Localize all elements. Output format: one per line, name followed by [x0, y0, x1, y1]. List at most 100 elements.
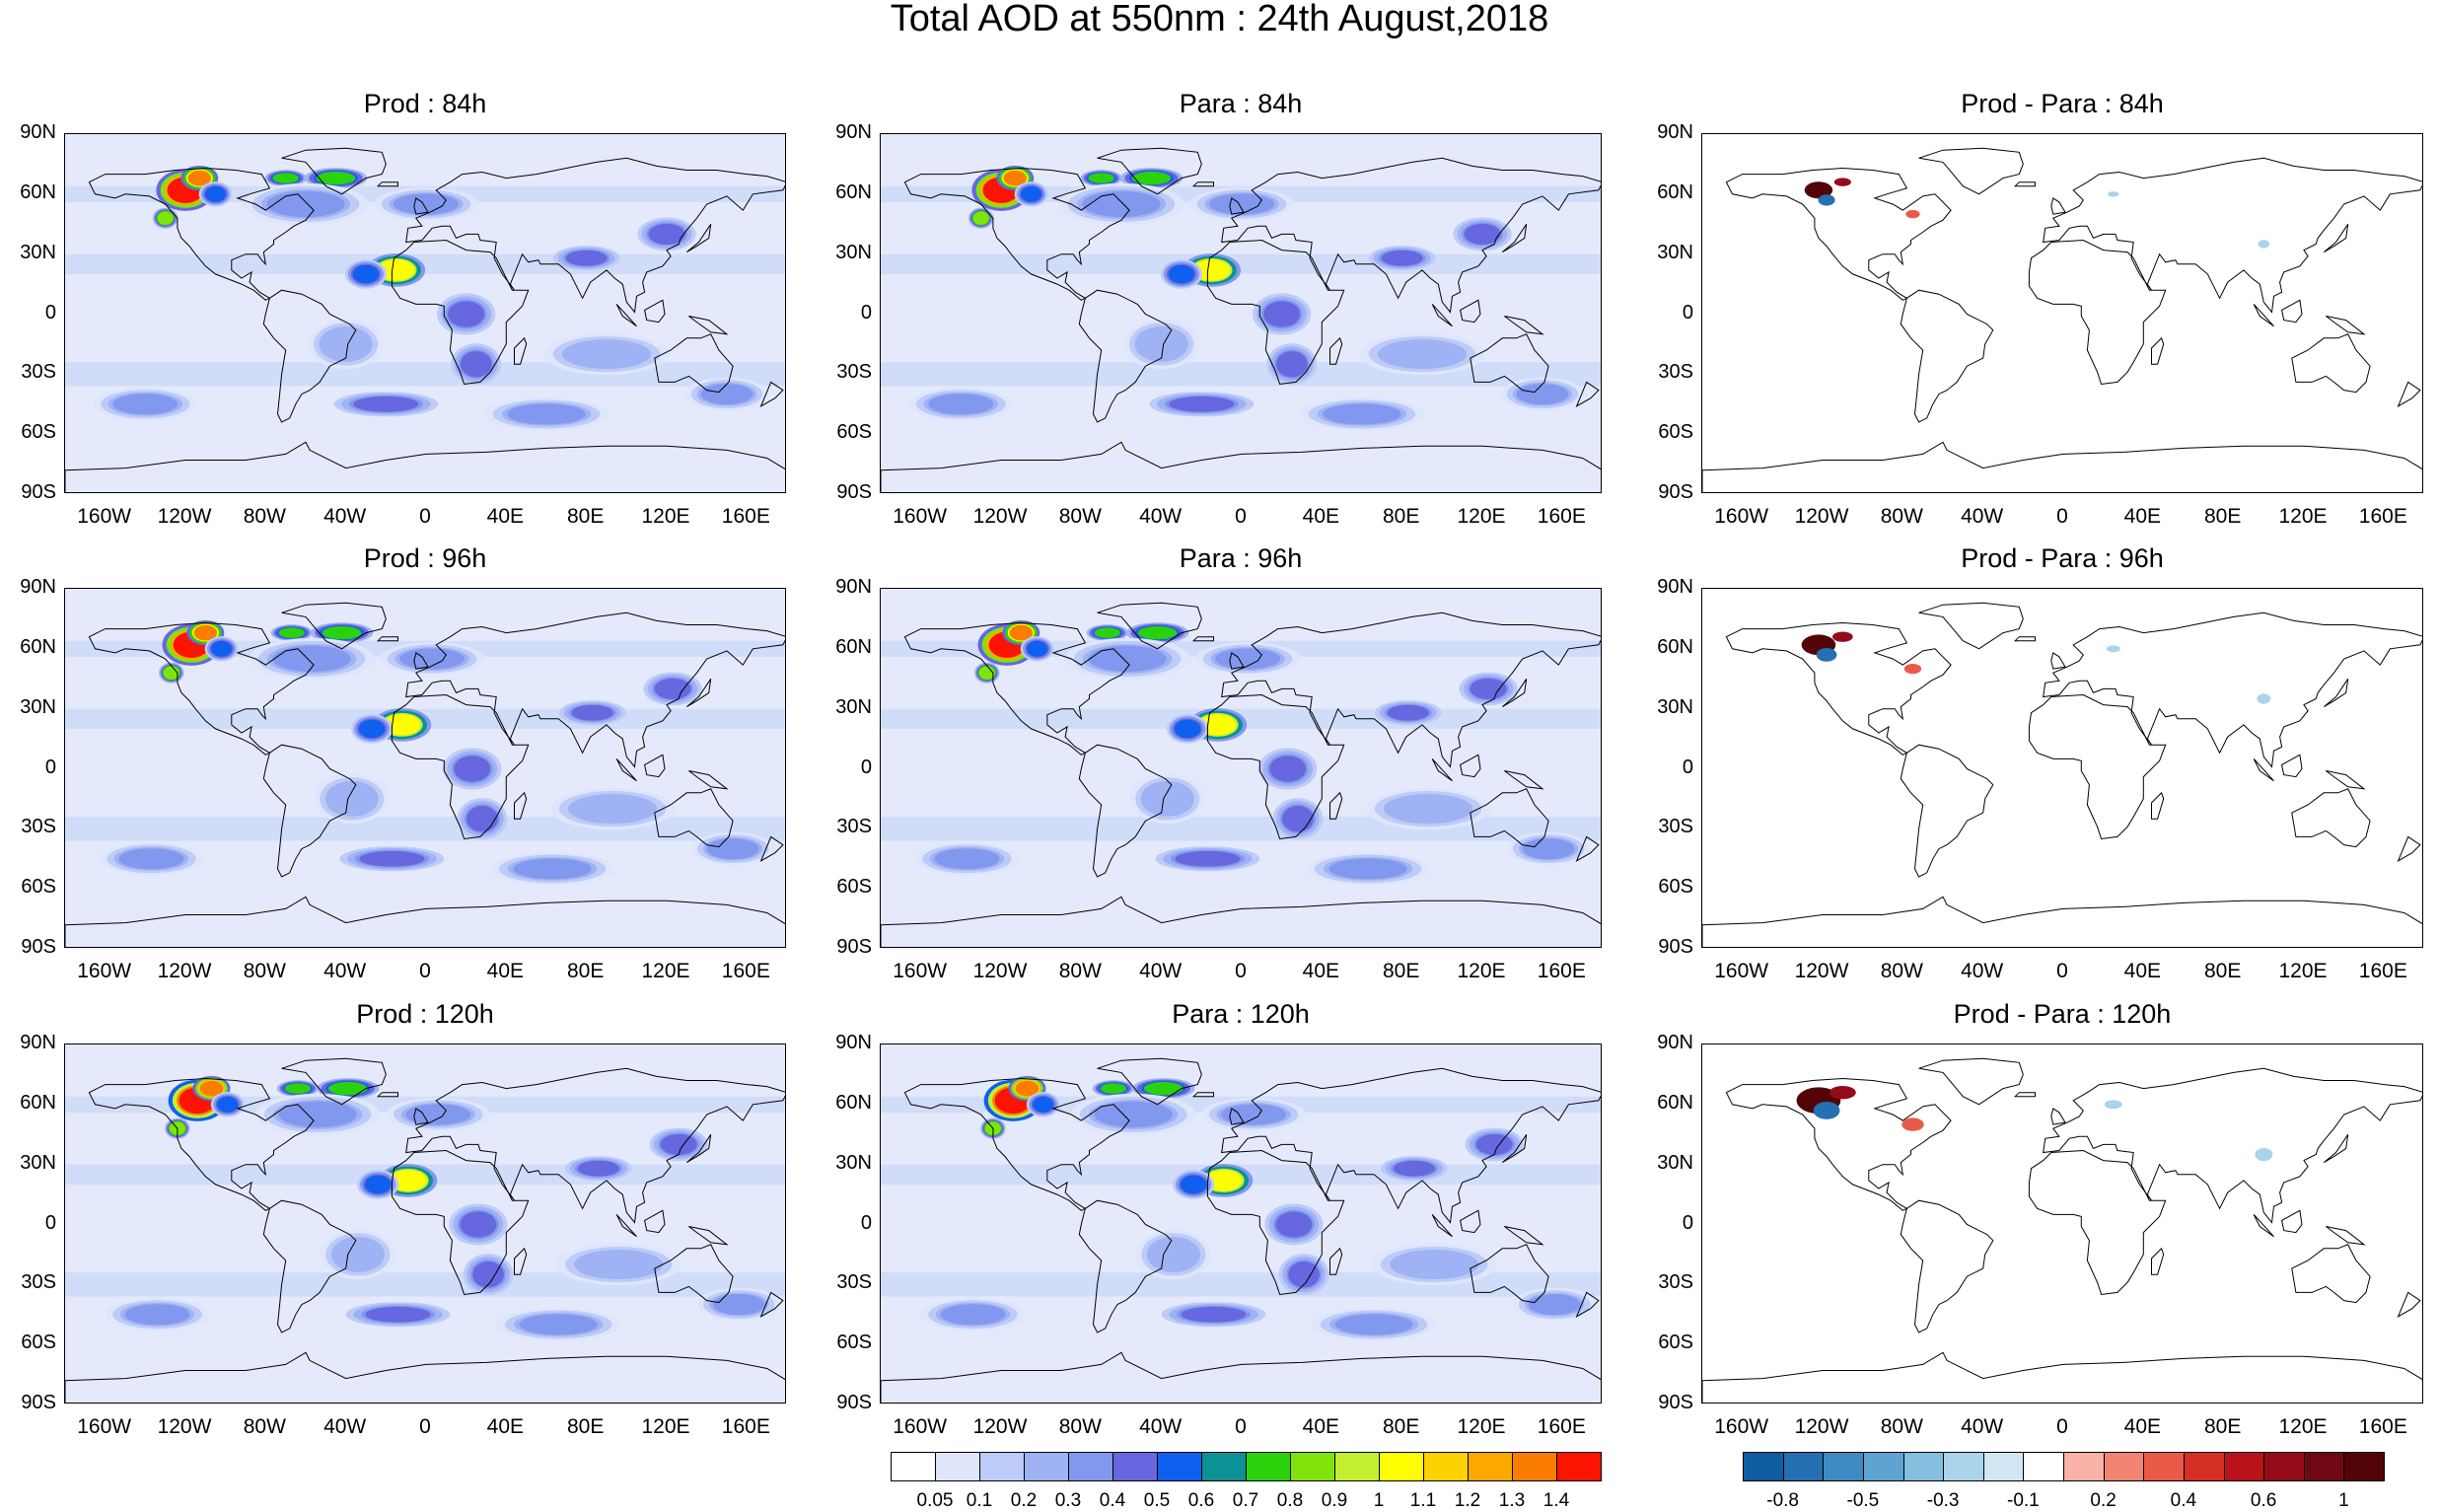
coastline	[2323, 1134, 2349, 1164]
coastline	[1918, 147, 2024, 195]
coastline	[685, 224, 712, 253]
coastline	[1206, 239, 1345, 386]
longitude-label: 80W	[1058, 960, 1102, 982]
aod-plume	[1387, 704, 1429, 721]
latitude-label: 90S	[21, 1392, 56, 1413]
longitude-label: 80W	[243, 1415, 286, 1438]
coastline	[2043, 157, 2422, 314]
aod-plume	[460, 351, 492, 378]
aod-colorbar-swatch	[1068, 1452, 1113, 1481]
aod-plume	[567, 340, 646, 368]
longitude-label: 120W	[1794, 505, 1849, 528]
aod-plume	[940, 1304, 1006, 1326]
longitude-label: 160W	[77, 505, 132, 528]
longitude-label: 120W	[972, 960, 1028, 982]
coastline	[2151, 791, 2165, 820]
difference-colorbar-swatch	[1782, 1452, 1825, 1481]
aod-plume	[405, 1104, 471, 1125]
coastline	[2013, 181, 2036, 187]
longitude-label: 120E	[1457, 505, 1506, 528]
difference-patch	[1903, 663, 1922, 675]
longitude-label: 0	[2056, 1415, 2068, 1438]
longitude-label: 120E	[2278, 1415, 2328, 1438]
difference-patch	[2106, 645, 2120, 653]
coastline	[1191, 636, 1214, 642]
aod-plume	[359, 850, 425, 867]
latitude-label: 60S	[21, 421, 56, 444]
coastline	[2397, 835, 2421, 862]
latitude-label: 60S	[21, 1332, 56, 1354]
aod-plume	[163, 666, 179, 680]
aod-plume	[1475, 1133, 1513, 1155]
aod-plume	[272, 173, 299, 183]
longitude-label: 80W	[1880, 505, 1923, 528]
aod-plume	[654, 678, 691, 699]
coastline	[2253, 304, 2274, 327]
difference-colorbar-swatch	[2223, 1452, 2265, 1481]
aod-band	[65, 817, 785, 841]
panel-title: Para : 84h	[1179, 89, 1303, 118]
longitude-label: 40E	[2123, 1415, 2162, 1438]
latitude-label: 30S	[1658, 1271, 1693, 1294]
aod-plume	[266, 190, 345, 218]
coastline	[1725, 167, 1952, 301]
latitude-label: 30N	[20, 241, 56, 263]
difference-patch	[1813, 1101, 1840, 1119]
difference-colorbar-label: -0.3	[1926, 1490, 1960, 1511]
aod-plume	[660, 1133, 697, 1155]
coastline	[644, 754, 666, 778]
latitude-label: 30N	[1657, 695, 1693, 718]
coastline	[1725, 1077, 1952, 1211]
latitude-label: 60S	[836, 876, 872, 899]
coastline	[413, 652, 429, 670]
coastline	[685, 679, 712, 708]
difference-colorbar-label: 0.4	[2170, 1490, 2197, 1511]
aod-plume	[112, 394, 179, 415]
latitude-label: 90N	[835, 121, 872, 143]
panel-title: Prod : 84h	[363, 89, 487, 118]
aod-colorbar-swatch	[1512, 1452, 1557, 1481]
latitude-label: 60N	[1657, 1091, 1693, 1114]
coastline	[262, 289, 357, 423]
latitude-label: 30S	[836, 361, 872, 384]
aod-plume	[364, 1175, 392, 1194]
latitude-label: 60S	[1658, 876, 1693, 899]
aod-plume	[393, 193, 460, 215]
latitude-label: 60N	[835, 635, 872, 658]
coastline	[1504, 1226, 1544, 1246]
difference-patch	[1833, 178, 1851, 186]
coastline	[1460, 754, 1481, 778]
panel-title: Prod : 96h	[363, 543, 487, 573]
aod-plume	[1528, 1294, 1581, 1316]
longitude-label: 120E	[1457, 960, 1506, 982]
coastline	[1097, 602, 1202, 650]
latitude-label: 0	[1682, 1211, 1693, 1234]
coastline	[2043, 1067, 2422, 1224]
aod-plume	[1181, 1306, 1247, 1323]
difference-colorbar-label: 0.6	[2250, 1490, 2277, 1511]
aod-band	[881, 817, 1601, 841]
latitude-label: 60N	[20, 1091, 56, 1114]
coastline	[881, 1351, 1601, 1403]
coastline	[2323, 679, 2349, 708]
coastline	[654, 788, 734, 848]
coastline	[1504, 770, 1544, 790]
latitude-label: 30S	[836, 1271, 872, 1294]
coastline	[1900, 289, 1994, 423]
longitude-label: 80W	[243, 960, 286, 982]
aod-plume	[322, 626, 362, 640]
aod-plume	[1082, 190, 1161, 218]
aod-plume	[211, 640, 233, 657]
longitude-label: 80E	[1382, 505, 1420, 528]
aod-colorbar-label: 1.3	[1498, 1490, 1526, 1511]
aod-plume	[712, 1294, 765, 1316]
aod-plume	[157, 211, 174, 225]
latitude-label: 30N	[1657, 241, 1693, 263]
aod-plume	[1275, 1211, 1313, 1238]
latitude-label: 90S	[1658, 481, 1693, 503]
aod-plume	[118, 848, 184, 870]
aod-plume	[204, 185, 227, 202]
coastline	[688, 1226, 729, 1246]
coastline	[1221, 1067, 1601, 1224]
aod-plume	[1180, 1175, 1207, 1194]
